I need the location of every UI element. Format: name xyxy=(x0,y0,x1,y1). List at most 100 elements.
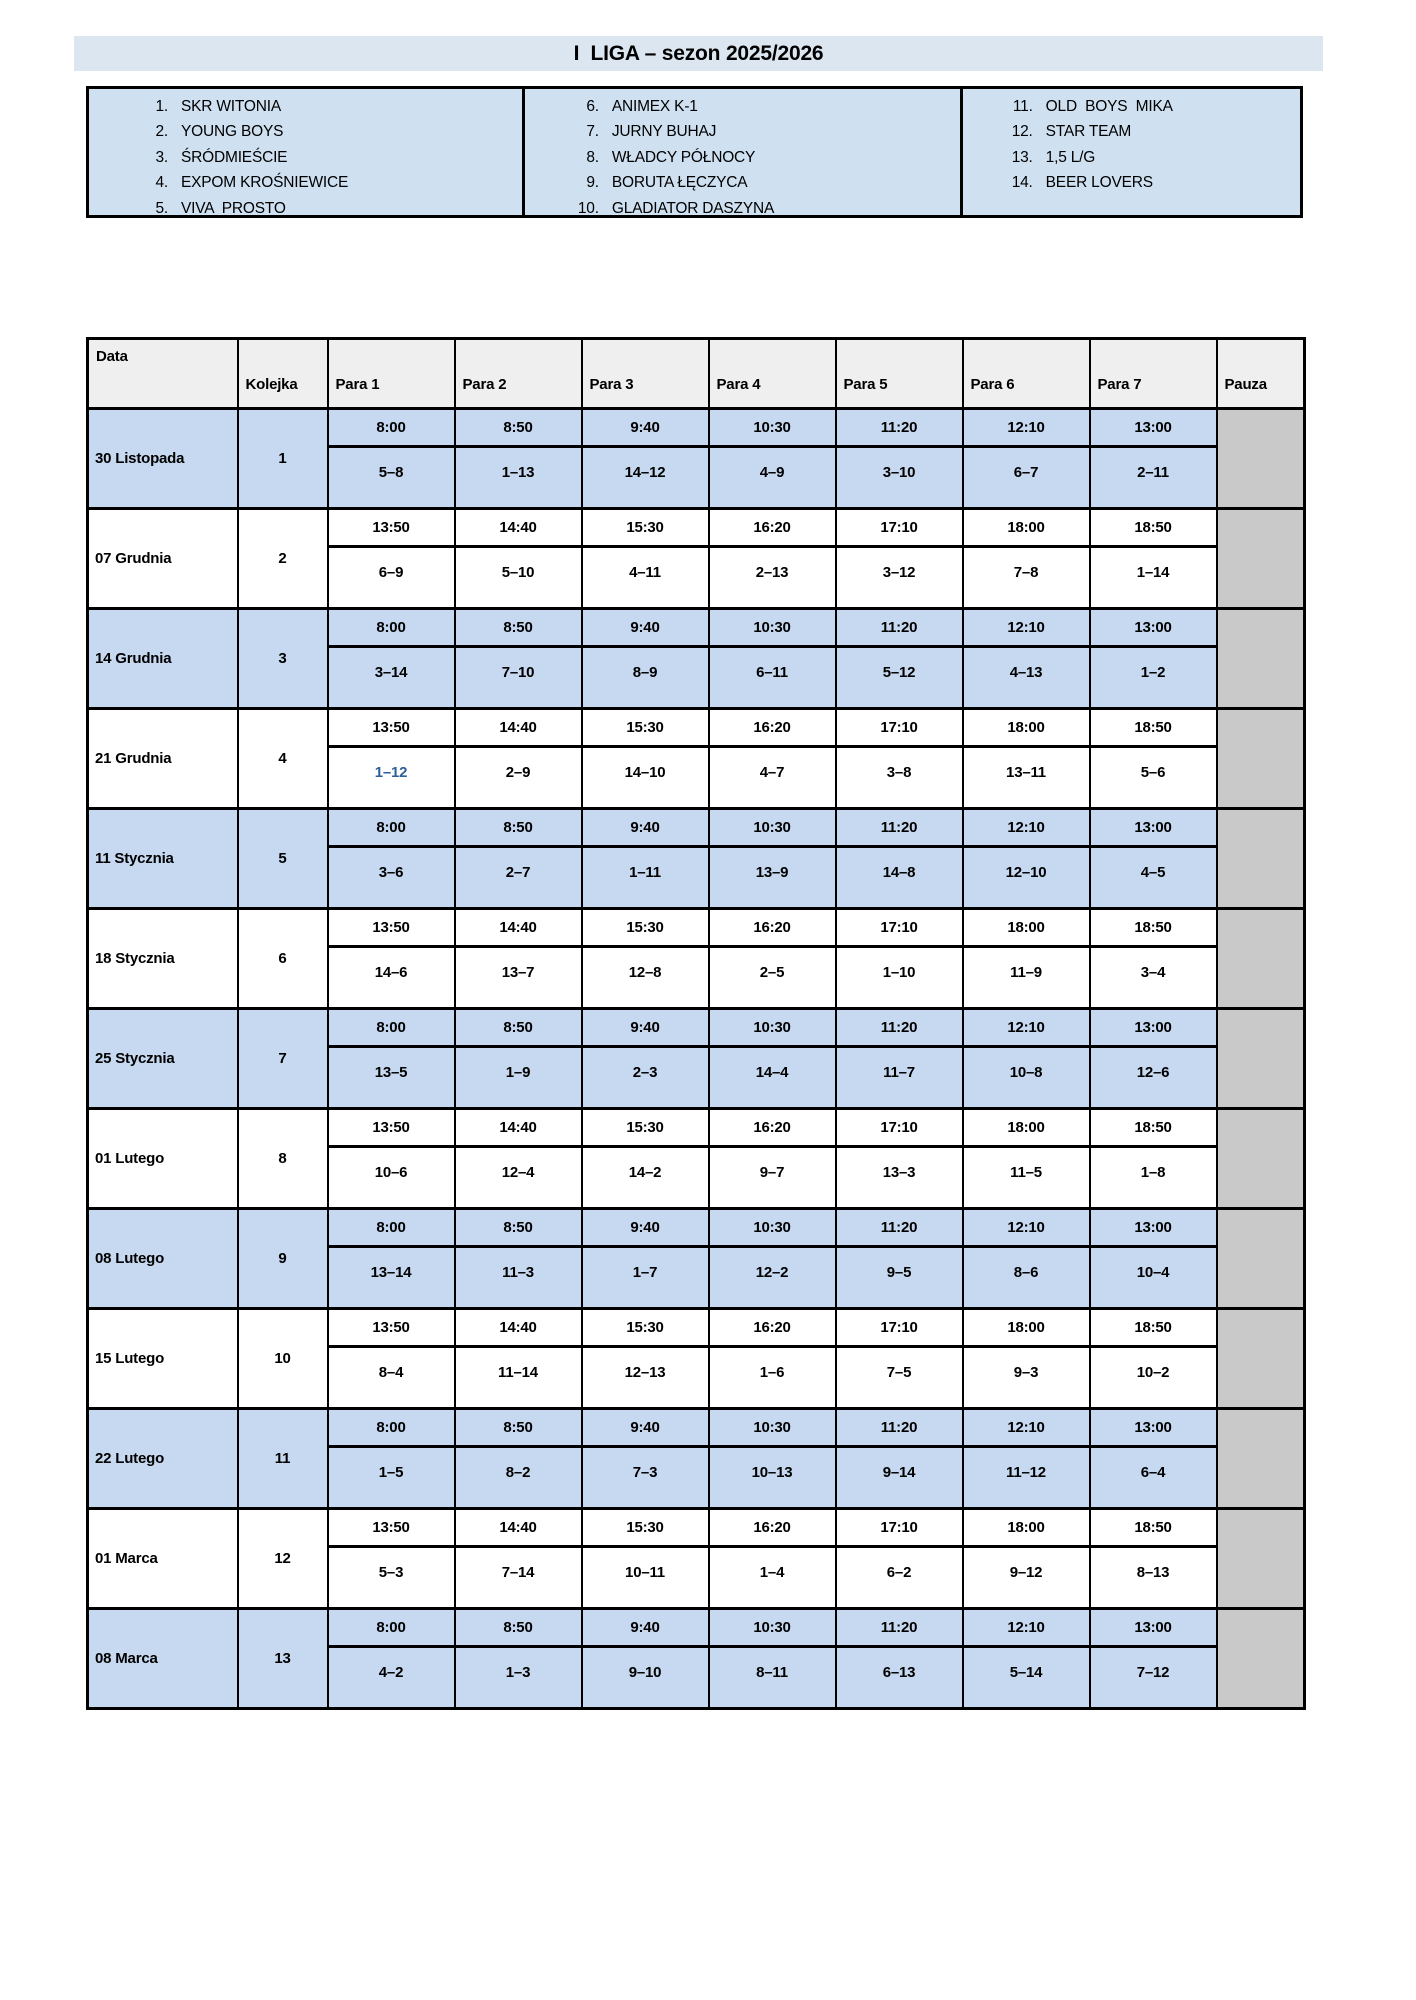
match-pair-cell: 9–3 xyxy=(961,1345,1091,1410)
match-time-cell: 18:00 xyxy=(961,1307,1091,1348)
match-pair-cell: 2–13 xyxy=(707,545,837,610)
date-cell: 08 Lutego xyxy=(86,1207,239,1310)
date-cell: 08 Marca xyxy=(86,1607,239,1710)
match-pair-cell: 1–14 xyxy=(1088,545,1218,610)
team-name: BEER LOVERS xyxy=(1045,174,1153,192)
round-pairs-row: 13–14 11–3 1–7 12–2 9–5 8–6 10–4 xyxy=(88,1245,1305,1310)
team-name: BORUTA ŁĘCZYCA xyxy=(611,174,748,192)
date-cell: 30 Listopada xyxy=(86,407,239,510)
teams-column-2: 6. ANIMEX K-1 7. JURNY BUHAJ 8. WŁADCY PÓŁNOC… xyxy=(521,89,960,217)
round-times-row: 01 Lutego 8 13:50 14:40 15:30 16:20 17:10 18:00… xyxy=(86,1107,1306,1210)
match-pair-cell: 8–9 xyxy=(580,645,710,710)
match-pair-cell: 3–14 xyxy=(326,645,456,710)
teams-box: 1. SKR WITONIA 2. YOUNG BOYS 3. ŚRÓDMIEŚCIE 4.… xyxy=(86,86,1303,218)
match-time-cell: 8:00 xyxy=(326,407,456,448)
schedule-header: Data Kolejka Para 1 Para 2 Para 3 Para 4 Para … xyxy=(86,337,1306,410)
match-pair-cell: 6–4 xyxy=(1088,1445,1218,1510)
match-pair-cell: 4–11 xyxy=(580,545,710,610)
team-item: 13. 1,5 L/G xyxy=(963,145,1300,171)
match-pair-cell: 11–5 xyxy=(961,1145,1091,1210)
pauza-cell xyxy=(1215,907,1306,1010)
date-cell: 14 Grudnia xyxy=(86,607,239,710)
team-item: 1. SKR WITONIA xyxy=(89,94,522,120)
team-number: 3. xyxy=(155,148,168,166)
match-time-cell: 8:50 xyxy=(453,1207,583,1248)
column-header-pauza: Pauza xyxy=(1215,337,1306,410)
match-pair-cell: 5–10 xyxy=(453,545,583,610)
match-pair-cell: 4–5 xyxy=(1088,845,1218,910)
team-number: 1. xyxy=(155,97,168,115)
match-pair-cell: 11–14 xyxy=(453,1345,583,1410)
team-number: 4. xyxy=(155,174,168,192)
team-name: ANIMEX K-1 xyxy=(611,97,698,115)
team-name: OLD BOYS MIKA xyxy=(1045,97,1173,115)
match-time-cell: 8:00 xyxy=(326,1207,456,1248)
match-pair-cell: 1–7 xyxy=(580,1245,710,1310)
match-time-cell: 17:10 xyxy=(834,707,964,748)
team-number: 8. xyxy=(586,148,599,166)
team-item: 6. ANIMEX K-1 xyxy=(525,94,960,120)
match-pair-cell: 1–5 xyxy=(326,1445,456,1510)
match-time-cell: 16:20 xyxy=(707,907,837,948)
match-pair-cell: 13–9 xyxy=(707,845,837,910)
match-time-cell: 14:40 xyxy=(453,507,583,548)
column-header-para-7: Para 7 xyxy=(1088,337,1218,410)
round-times-row: 30 Listopada 1 8:00 8:50 9:40 10:30 11:20 12:10… xyxy=(86,407,1306,510)
team-item: 5. VIVA PROSTO xyxy=(89,196,522,222)
match-pair-cell: 9–14 xyxy=(834,1445,964,1510)
match-pair-cell: 7–3 xyxy=(580,1445,710,1510)
match-pair-cell: 1–10 xyxy=(834,945,964,1010)
match-pair-cell: 11–3 xyxy=(453,1245,583,1310)
round-pairs-row: 6–9 5–10 4–11 2–13 3–12 7–8 1–14 xyxy=(88,545,1305,610)
match-pair-cell: 8–11 xyxy=(707,1645,837,1710)
match-pair-cell: 13–11 xyxy=(961,745,1091,810)
column-header-data: Data xyxy=(86,337,239,410)
round-times-row: 22 Lutego 11 8:00 8:50 9:40 10:30 11:20 12:10 13… xyxy=(86,1407,1306,1510)
round-times-row: 11 Stycznia 5 8:00 8:50 9:40 10:30 11:20 12:10 1… xyxy=(86,807,1306,910)
match-time-cell: 13:50 xyxy=(326,707,456,748)
kolejka-cell: 8 xyxy=(236,1107,329,1210)
team-number: 10. xyxy=(577,199,599,217)
match-pair-cell: 5–6 xyxy=(1088,745,1218,810)
pauza-cell xyxy=(1215,1307,1306,1410)
team-number: 2. xyxy=(155,123,168,141)
pauza-cell xyxy=(1215,707,1306,810)
match-pair-cell: 1–6 xyxy=(707,1345,837,1410)
kolejka-cell: 1 xyxy=(236,407,329,510)
kolejka-cell: 12 xyxy=(236,1507,329,1610)
match-pair-cell: 7–12 xyxy=(1088,1645,1218,1710)
match-time-cell: 9:40 xyxy=(580,407,710,448)
match-time-cell: 18:50 xyxy=(1088,907,1218,948)
match-time-cell: 8:00 xyxy=(326,1607,456,1648)
title-bar: I LIGA – sezon 2025/2026 xyxy=(74,36,1323,71)
match-time-cell: 13:50 xyxy=(326,1307,456,1348)
match-pair-cell: 1–3 xyxy=(453,1645,583,1710)
match-time-cell: 15:30 xyxy=(580,1307,710,1348)
match-time-cell: 8:50 xyxy=(453,1607,583,1648)
kolejka-cell: 6 xyxy=(236,907,329,1010)
round-times-row: 18 Stycznia 6 13:50 14:40 15:30 16:20 17:10 18:… xyxy=(86,907,1306,1010)
match-pair-cell: 3–10 xyxy=(834,445,964,510)
match-pair-cell: 6–13 xyxy=(834,1645,964,1710)
match-time-cell: 18:00 xyxy=(961,707,1091,748)
match-pair-cell: 1–4 xyxy=(707,1545,837,1610)
match-time-cell: 17:10 xyxy=(834,1307,964,1348)
match-time-cell: 10:30 xyxy=(707,1007,837,1048)
match-time-cell: 15:30 xyxy=(580,1107,710,1148)
match-pair-cell: 6–7 xyxy=(961,445,1091,510)
pauza-cell xyxy=(1215,1207,1306,1310)
match-time-cell: 18:00 xyxy=(961,907,1091,948)
match-pair-cell: 11–12 xyxy=(961,1445,1091,1510)
match-pair-cell: 2–11 xyxy=(1088,445,1218,510)
kolejka-cell: 7 xyxy=(236,1007,329,1110)
kolejka-cell: 10 xyxy=(236,1307,329,1410)
match-pair-cell: 10–13 xyxy=(707,1445,837,1510)
match-time-cell: 18:00 xyxy=(961,1507,1091,1548)
schedule-table: Data Kolejka Para 1 Para 2 Para 3 Para 4 Para … xyxy=(86,337,1306,1710)
match-time-cell: 11:20 xyxy=(834,1407,964,1448)
match-time-cell: 8:00 xyxy=(326,807,456,848)
team-name: SKR WITONIA xyxy=(181,97,281,115)
match-pair-cell: 8–13 xyxy=(1088,1545,1218,1610)
teams-column-1: 1. SKR WITONIA 2. YOUNG BOYS 3. ŚRÓDMIEŚCIE 4.… xyxy=(89,89,522,217)
pauza-cell xyxy=(1215,807,1306,910)
